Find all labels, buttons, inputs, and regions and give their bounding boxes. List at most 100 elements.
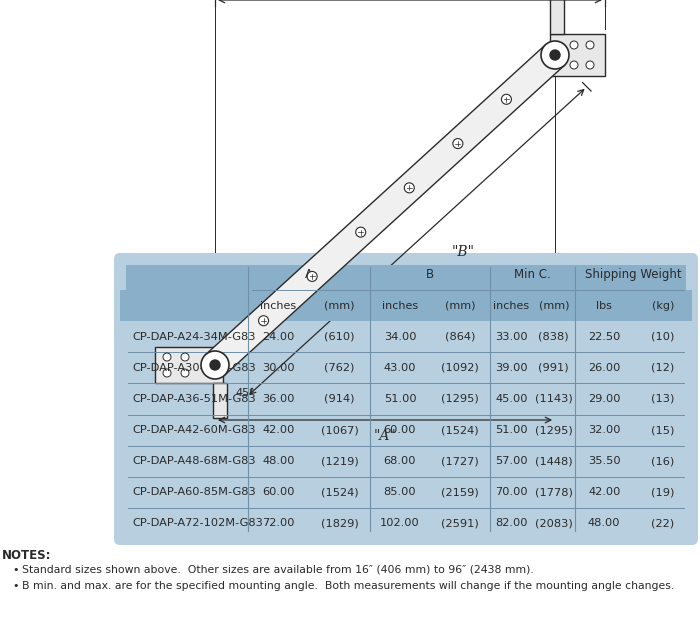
Circle shape [501, 94, 512, 104]
Text: Shipping Weight: Shipping Weight [585, 268, 682, 281]
Text: 42.00: 42.00 [262, 425, 295, 435]
Text: (mm): (mm) [324, 301, 355, 310]
Text: 70.00: 70.00 [495, 487, 528, 497]
Text: 22.50: 22.50 [588, 332, 620, 342]
Text: lbs: lbs [596, 301, 612, 310]
Text: (838): (838) [538, 332, 569, 342]
Text: NOTES:: NOTES: [2, 549, 52, 562]
Circle shape [550, 50, 560, 60]
Text: inches: inches [494, 301, 529, 310]
Circle shape [181, 369, 189, 377]
Circle shape [541, 41, 569, 69]
Text: (1524): (1524) [441, 425, 479, 435]
Text: B min. and max. are for the specified mounting angle.  Both measurements will ch: B min. and max. are for the specified mo… [22, 581, 674, 591]
Text: (2159): (2159) [441, 487, 479, 497]
Text: (19): (19) [651, 487, 674, 497]
Text: 57.00: 57.00 [495, 456, 528, 466]
Text: (2083): (2083) [535, 519, 573, 529]
Circle shape [586, 61, 594, 69]
Circle shape [356, 227, 365, 237]
Text: (1295): (1295) [535, 425, 573, 435]
Text: (10): (10) [651, 332, 674, 342]
Text: (12): (12) [651, 363, 674, 373]
Text: (15): (15) [651, 425, 674, 435]
Text: "B": "B" [452, 245, 475, 259]
Text: 102.00: 102.00 [380, 519, 420, 529]
Text: 48.00: 48.00 [588, 519, 620, 529]
Text: (22): (22) [651, 519, 674, 529]
Text: 82.00: 82.00 [495, 519, 528, 529]
Text: (mm): (mm) [538, 301, 569, 310]
Text: 48.00: 48.00 [262, 456, 295, 466]
Polygon shape [205, 45, 565, 375]
Text: (16): (16) [651, 456, 674, 466]
Text: (1219): (1219) [321, 456, 358, 466]
Text: inches: inches [260, 301, 297, 310]
Text: 42.00: 42.00 [588, 487, 620, 497]
Text: CP-DAP-A60-85M-G83: CP-DAP-A60-85M-G83 [132, 487, 256, 497]
Text: 60.00: 60.00 [262, 487, 295, 497]
Text: 43.00: 43.00 [384, 363, 416, 373]
Circle shape [453, 139, 463, 149]
Text: CP-DAP-A48-68M-G83: CP-DAP-A48-68M-G83 [132, 456, 256, 466]
Text: 51.00: 51.00 [495, 425, 528, 435]
Text: (991): (991) [538, 363, 569, 373]
Text: (1092): (1092) [441, 363, 479, 373]
Circle shape [570, 41, 578, 49]
Text: CP-DAP-A24-34M-G83: CP-DAP-A24-34M-G83 [132, 332, 256, 342]
Circle shape [201, 351, 229, 379]
Text: •: • [12, 581, 18, 591]
Text: (1829): (1829) [321, 519, 358, 529]
Text: CP-DAP-A30-43M-G83: CP-DAP-A30-43M-G83 [132, 363, 256, 373]
Text: 30.00: 30.00 [262, 363, 295, 373]
Text: 29.00: 29.00 [588, 394, 620, 404]
Text: CP-DAP-A42-60M-G83: CP-DAP-A42-60M-G83 [132, 425, 256, 435]
Text: CP-DAP-A72-102M-G83: CP-DAP-A72-102M-G83 [132, 519, 263, 529]
Text: (610): (610) [324, 332, 355, 342]
Circle shape [405, 183, 414, 193]
Circle shape [163, 369, 171, 377]
Polygon shape [120, 290, 692, 321]
Text: 72.00: 72.00 [262, 519, 295, 529]
Text: (1067): (1067) [321, 425, 358, 435]
Text: 45.00: 45.00 [495, 394, 528, 404]
Text: 68.00: 68.00 [384, 456, 416, 466]
Text: 39.00: 39.00 [495, 363, 528, 373]
Text: inches: inches [382, 301, 418, 310]
Text: (13): (13) [651, 394, 674, 404]
Text: (1524): (1524) [321, 487, 358, 497]
Text: "A": "A" [374, 429, 396, 443]
Circle shape [586, 41, 594, 49]
Text: (914): (914) [324, 394, 355, 404]
Text: B: B [426, 268, 434, 281]
Circle shape [570, 61, 578, 69]
Text: 51.00: 51.00 [384, 394, 416, 404]
FancyBboxPatch shape [114, 253, 698, 545]
Polygon shape [550, 34, 605, 76]
Text: (1727): (1727) [441, 456, 479, 466]
Text: (2591): (2591) [441, 519, 479, 529]
Polygon shape [126, 265, 686, 290]
Text: 36.00: 36.00 [262, 394, 295, 404]
Text: Min C.: Min C. [514, 268, 551, 281]
Text: A: A [305, 268, 313, 281]
Circle shape [181, 353, 189, 361]
Text: (1143): (1143) [535, 394, 573, 404]
Text: (864): (864) [444, 332, 475, 342]
Circle shape [307, 271, 317, 282]
Text: •: • [12, 565, 18, 575]
Text: (1295): (1295) [441, 394, 479, 404]
Circle shape [258, 316, 269, 325]
Polygon shape [213, 383, 227, 418]
Text: 24.00: 24.00 [262, 332, 295, 342]
Text: Standard sizes shown above.  Other sizes are available from 16″ (406 mm) to 96″ : Standard sizes shown above. Other sizes … [22, 565, 533, 575]
Text: 35.50: 35.50 [588, 456, 621, 466]
Text: 33.00: 33.00 [495, 332, 528, 342]
Text: CP-DAP-A36-51M-G83: CP-DAP-A36-51M-G83 [132, 394, 256, 404]
Text: 45°: 45° [235, 388, 255, 398]
Text: (762): (762) [324, 363, 355, 373]
Text: 26.00: 26.00 [588, 363, 620, 373]
Text: 32.00: 32.00 [588, 425, 620, 435]
Circle shape [210, 360, 220, 370]
Polygon shape [155, 347, 223, 383]
